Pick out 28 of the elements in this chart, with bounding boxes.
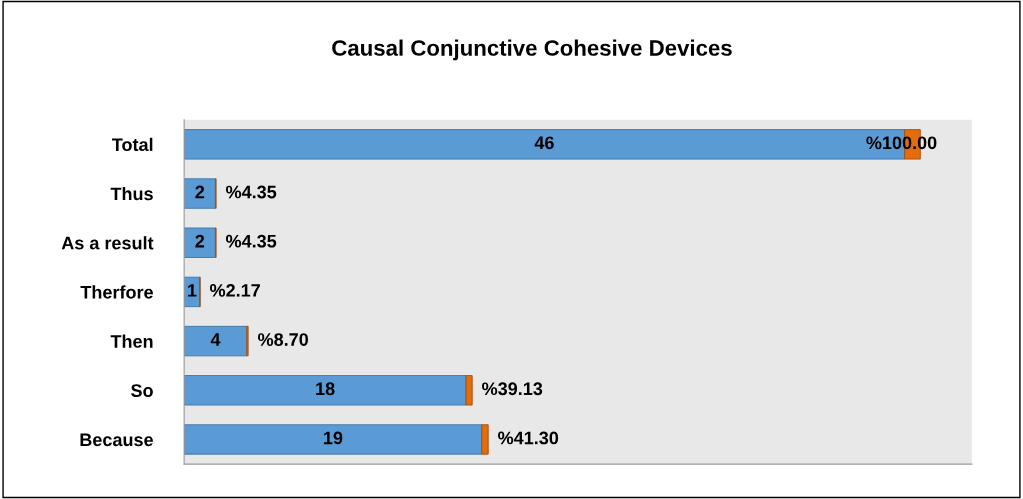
data-label: %41.30 (498, 431, 559, 445)
y-tick-label: Then (110, 334, 153, 348)
data-label: 2 (195, 185, 205, 199)
data-label: 19 (324, 431, 343, 445)
chart-title: Causal Conjunctive Cohesive Devices (332, 39, 732, 61)
data-label: 46 (534, 136, 554, 150)
bar (481, 424, 489, 455)
y-tick-label: Because (80, 433, 153, 447)
data-label: %4.35 (225, 234, 277, 248)
data-label: 18 (316, 382, 335, 396)
bar (184, 178, 216, 209)
y-tick-label: Thus (110, 187, 153, 201)
bar (465, 375, 473, 406)
y-tick-label: So (131, 384, 153, 398)
bar (184, 375, 467, 406)
data-label: %39.13 (482, 382, 543, 396)
bar (184, 424, 483, 455)
data-label: 1 (188, 284, 197, 297)
data-label: %2.17 (209, 283, 260, 297)
bar (184, 227, 216, 258)
data-label: %4.35 (225, 185, 277, 199)
y-tick-label: Total (111, 137, 153, 152)
bar (184, 325, 248, 357)
data-label: %8.70 (258, 333, 309, 346)
data-label: 2 (195, 234, 205, 248)
y-tick-label: As a result (61, 236, 154, 250)
data-label: 4 (210, 333, 221, 346)
y-tick-label: Therfore (80, 285, 153, 299)
